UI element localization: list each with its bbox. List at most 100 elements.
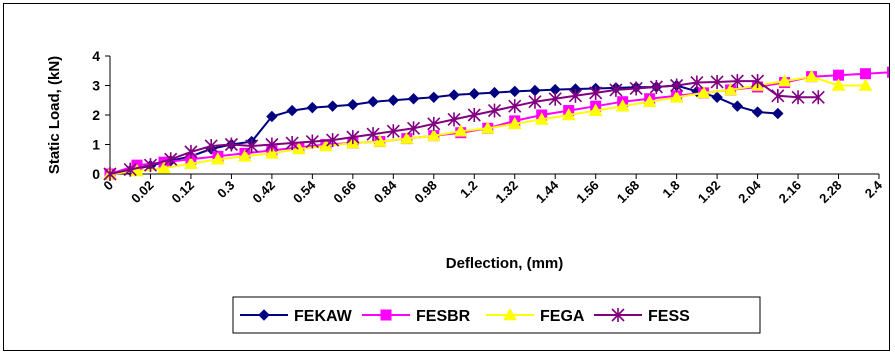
data-point-fega [157,161,171,174]
data-point-fess [609,82,623,97]
data-point-fess [467,108,481,122]
data-point-fekaw [367,96,379,108]
data-point-fesbr [886,66,889,78]
data-point-fega [831,78,846,91]
data-point-fess [508,99,522,114]
x-tick-label: 2.04 [735,177,764,206]
data-point-fess [204,138,218,153]
data-point-fega [561,107,576,121]
data-point-fess [811,90,825,105]
x-tick-label: 0.12 [169,178,198,207]
legend-label-fesbr: FESBR [416,308,471,325]
data-point-fess [710,74,724,89]
data-point-fess [670,78,684,93]
data-point-fega [453,124,468,137]
data-point-fess [305,134,319,149]
data-point-fekaw [529,84,541,97]
data-point-fekaw [731,100,744,112]
x-tick-label: 0.54 [290,177,319,206]
data-point-fess [690,75,704,90]
x-tick-label: 1.2 [457,178,480,201]
x-tick-label: 1.92 [695,178,724,207]
data-point-fekaw [751,106,764,118]
chart-frame: 0 1 2 3 4 0 0.02 0.12 0.3 0.42 0.54 0.66 0.84 0.98 1.2… [3,3,890,351]
data-point-fess [629,81,643,96]
x-tick-label: 2.28 [816,178,845,207]
data-point-fess [589,85,603,100]
legend-marker-fesbr [380,309,392,321]
data-point-fega [534,112,549,125]
data-point-fess [771,88,785,103]
data-point-fega [642,94,657,108]
x-tick-label: 0.42 [250,178,279,207]
line-chart: 0 1 2 3 4 0 0.02 0.12 0.3 0.42 0.54 0.66 0.84 0.98 1.2… [46,48,889,334]
series-line-fesbr [109,71,889,175]
legend-label-fekaw: FEKAW [294,308,353,325]
data-point-fesbr [860,68,872,80]
legend-label-fess: FESS [648,308,690,325]
data-point-fekaw [448,89,460,101]
legend-marker-fess [611,308,625,322]
data-point-fekaw [326,100,339,112]
data-point-fess [346,130,360,145]
data-point-fega [858,78,873,91]
data-point-fess [568,88,583,103]
data-point-fess [730,74,744,89]
data-point-fega [292,141,306,155]
data-point-fega [211,152,225,165]
data-point-fess [164,152,178,167]
data-point-fess [751,74,765,89]
data-point-fekaw [772,107,784,120]
data-point-fess [487,103,502,118]
data-point-fega [399,131,414,144]
data-point-fekaw [306,101,319,114]
data-point-fess [406,121,421,136]
y-tick-label: 0 [92,166,100,182]
data-point-fekaw [488,86,501,99]
data-point-fess [427,116,441,131]
data-point-fega [588,103,603,116]
data-point-fess [123,162,137,177]
data-point-fekaw [509,85,521,98]
y-tick-label: 4 [92,48,100,64]
data-point-fess [143,158,158,173]
data-point-fess [103,167,117,181]
data-point-fega [723,82,738,96]
x-tick-label: 0.84 [371,177,400,206]
data-point-fess [184,144,198,159]
data-point-fega [669,90,684,103]
y-tick-label: 3 [92,78,100,94]
data-point-fess [245,138,259,153]
data-point-fess [326,133,340,148]
x-tick-label: 0.3 [214,178,237,201]
data-point-fess [366,127,380,142]
data-point-fess [649,79,663,94]
data-point-fess [224,137,238,152]
legend-marker-fega [503,307,517,321]
data-point-fess [791,90,805,105]
data-point-fess [548,91,562,106]
y-tick-label: 2 [92,107,100,123]
x-tick-label: 2.4 [862,177,886,201]
data-point-fega [507,116,522,130]
x-tick-label: 0 [100,178,116,194]
y-axis-title: Static Load, (kN) [46,56,63,174]
data-point-fess [447,112,461,127]
data-point-fess [265,137,279,152]
data-point-fekaw [266,110,278,123]
data-point-fekaw [387,94,400,106]
x-tick-label: 1.32 [492,178,521,207]
data-point-fega [265,146,279,159]
data-point-fess [528,94,542,109]
data-point-fekaw [347,98,359,111]
x-tick-label: 0.98 [411,178,440,207]
data-point-fega [319,138,333,152]
series-line-fess [109,80,819,175]
legend-marker-fekaw [258,309,270,321]
data-point-fekaw [428,91,440,104]
data-point-fekaw [286,104,298,117]
data-point-fega [238,149,252,162]
x-axis-title: Deflection, (mm) [446,255,564,272]
legend-label-fega: FEGA [540,308,585,325]
x-tick-label: 1.44 [533,177,562,206]
